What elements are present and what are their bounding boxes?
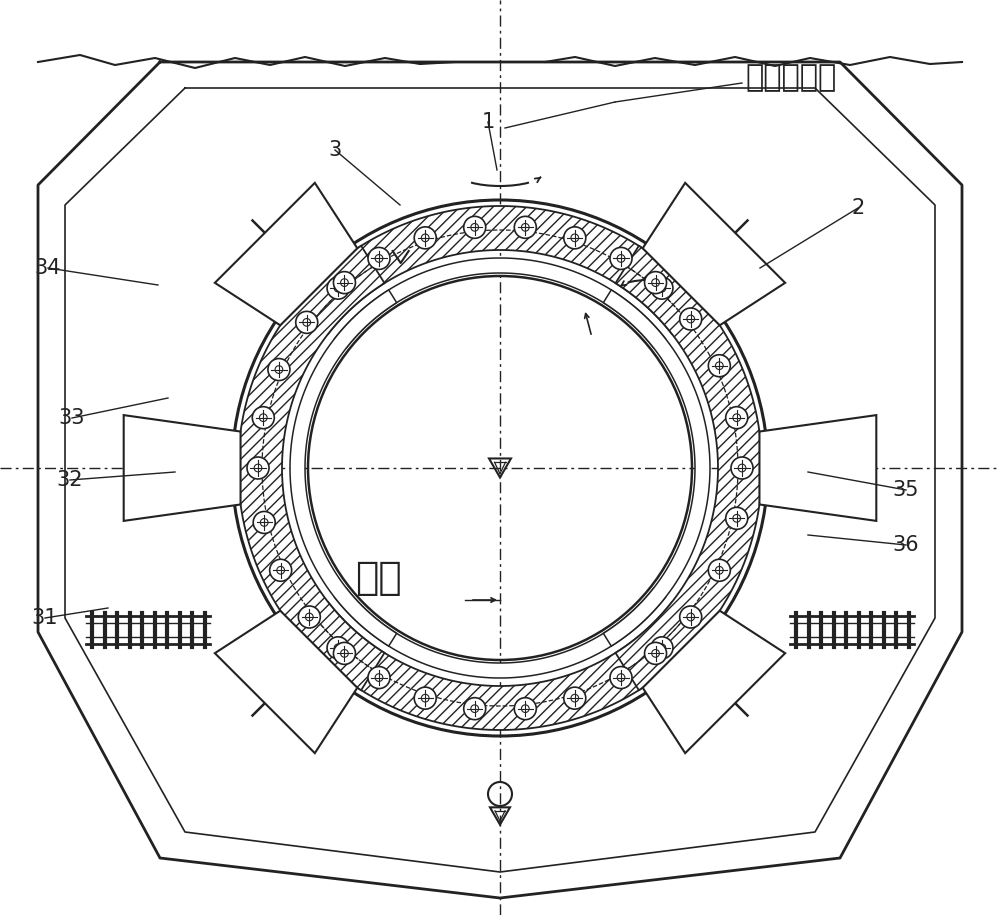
Circle shape [341,279,348,286]
Circle shape [334,644,342,651]
Circle shape [333,642,355,664]
Circle shape [252,406,274,429]
Polygon shape [335,588,665,678]
Circle shape [733,414,741,422]
Circle shape [687,315,695,323]
Text: 机架中心线: 机架中心线 [745,63,836,92]
Circle shape [464,216,486,238]
Polygon shape [290,290,397,646]
Circle shape [341,650,348,657]
Circle shape [421,234,429,242]
Circle shape [564,227,586,249]
Circle shape [617,254,625,263]
Polygon shape [603,290,710,646]
Circle shape [421,694,429,702]
Circle shape [375,673,383,682]
Circle shape [680,308,702,330]
Circle shape [715,566,723,574]
Circle shape [259,414,267,422]
Circle shape [708,355,730,377]
Polygon shape [238,246,384,690]
Circle shape [652,650,659,657]
Circle shape [733,514,741,522]
Circle shape [247,457,269,479]
Circle shape [571,234,579,242]
Circle shape [514,697,536,720]
Text: 31: 31 [32,608,58,628]
Circle shape [471,705,479,713]
Polygon shape [294,602,706,730]
Circle shape [368,667,390,689]
Text: 33: 33 [59,408,85,428]
Polygon shape [335,258,665,348]
Text: 1: 1 [481,112,495,132]
Circle shape [260,519,268,526]
Circle shape [254,464,262,472]
Circle shape [270,559,292,581]
Circle shape [651,277,673,299]
Circle shape [275,366,283,373]
Circle shape [305,613,313,621]
Circle shape [571,694,579,702]
Polygon shape [215,183,357,326]
Text: 32: 32 [57,470,83,490]
Polygon shape [215,610,357,753]
Circle shape [658,644,666,651]
Circle shape [708,559,730,581]
Circle shape [726,507,748,529]
Circle shape [414,687,436,709]
Polygon shape [643,183,785,326]
Text: 2: 2 [851,198,865,218]
Circle shape [651,637,673,659]
Circle shape [471,223,479,231]
Text: 35: 35 [893,480,919,500]
Circle shape [652,279,659,286]
Polygon shape [616,246,762,690]
Text: 36: 36 [893,535,919,555]
Circle shape [645,272,667,294]
Polygon shape [759,415,876,521]
Circle shape [658,285,666,292]
Polygon shape [643,610,785,753]
Circle shape [277,566,285,574]
Circle shape [645,642,667,664]
Polygon shape [294,206,706,334]
Circle shape [521,223,529,231]
Text: 偏差: 偏差 [355,559,401,597]
Circle shape [368,247,390,269]
Circle shape [327,277,349,299]
Circle shape [464,697,486,720]
Circle shape [514,216,536,238]
Circle shape [375,254,383,263]
Circle shape [726,406,748,429]
Text: 3: 3 [328,140,342,160]
Circle shape [327,637,349,659]
Circle shape [731,457,753,479]
Circle shape [715,361,723,370]
Text: 34: 34 [35,258,61,278]
Circle shape [303,318,311,327]
Circle shape [334,285,342,292]
Circle shape [564,687,586,709]
Circle shape [687,613,695,621]
Circle shape [414,227,436,249]
Circle shape [296,311,318,333]
Circle shape [298,606,320,628]
Circle shape [610,667,632,689]
Circle shape [521,705,529,713]
Circle shape [268,359,290,381]
Circle shape [617,673,625,682]
Circle shape [333,272,355,294]
Circle shape [610,247,632,269]
Circle shape [738,464,746,472]
Circle shape [253,511,275,533]
Circle shape [680,606,702,628]
Polygon shape [124,415,241,521]
